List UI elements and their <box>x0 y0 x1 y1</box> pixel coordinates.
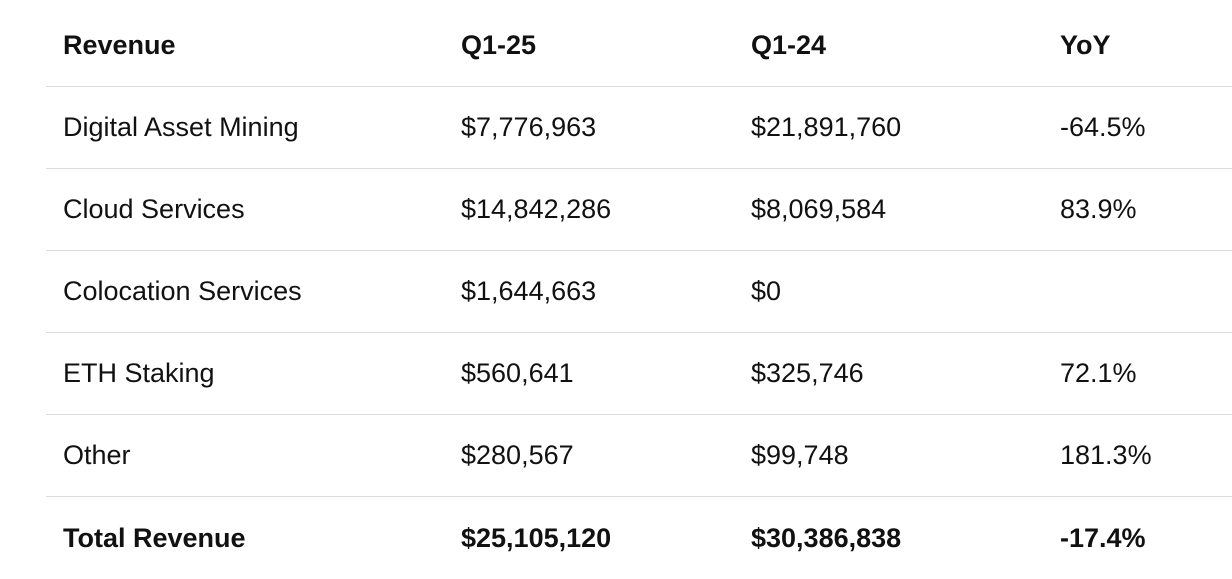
total-label: Total Revenue <box>63 522 246 553</box>
row-label: Digital Asset Mining <box>63 112 299 142</box>
table-row: Digital Asset Mining $7,776,963 $21,891,… <box>46 87 1232 169</box>
row-yoy-value: 83.9% <box>1060 194 1137 224</box>
row-yoy-value: -64.5% <box>1060 112 1146 142</box>
table-row: Colocation Services $1,644,663 $0 <box>46 251 1232 333</box>
header-q1-25: Q1-25 <box>461 30 537 60</box>
row-label: Other <box>63 440 131 470</box>
total-yoy-value: -17.4% <box>1060 522 1146 553</box>
row-q1-24-value: $325,746 <box>751 358 864 388</box>
row-label: ETH Staking <box>63 358 215 388</box>
table-row: Cloud Services $14,842,286 $8,069,584 83… <box>46 169 1232 251</box>
row-q1-25-value: $14,842,286 <box>461 194 612 224</box>
header-revenue: Revenue <box>63 30 176 60</box>
row-label: Cloud Services <box>63 194 245 224</box>
table-row: Other $280,567 $99,748 181.3% <box>46 415 1232 497</box>
header-q1-24: Q1-24 <box>751 30 827 60</box>
header-yoy: YoY <box>1060 30 1111 60</box>
row-q1-25-value: $7,776,963 <box>461 112 597 142</box>
row-q1-24-value: $0 <box>751 276 782 306</box>
total-q1-25-value: $25,105,120 <box>461 522 612 553</box>
row-q1-24-value: $21,891,760 <box>751 112 902 142</box>
row-label: Colocation Services <box>63 276 302 306</box>
row-yoy-value: 181.3% <box>1060 440 1152 470</box>
row-q1-25-value: $1,644,663 <box>461 276 597 306</box>
row-q1-24-value: $8,069,584 <box>751 194 887 224</box>
table-header-row: Revenue Q1-25 Q1-24 YoY <box>46 5 1232 87</box>
row-yoy-value: 72.1% <box>1060 358 1137 388</box>
revenue-table: Revenue Q1-25 Q1-24 YoY Digital Asset Mi… <box>46 5 1232 579</box>
row-q1-25-value: $280,567 <box>461 440 574 470</box>
table-total-row: Total Revenue $25,105,120 $30,386,838 -1… <box>46 497 1232 579</box>
table-row: ETH Staking $560,641 $325,746 72.1% <box>46 333 1232 415</box>
total-q1-24-value: $30,386,838 <box>751 522 902 553</box>
row-q1-25-value: $560,641 <box>461 358 574 388</box>
row-q1-24-value: $99,748 <box>751 440 849 470</box>
